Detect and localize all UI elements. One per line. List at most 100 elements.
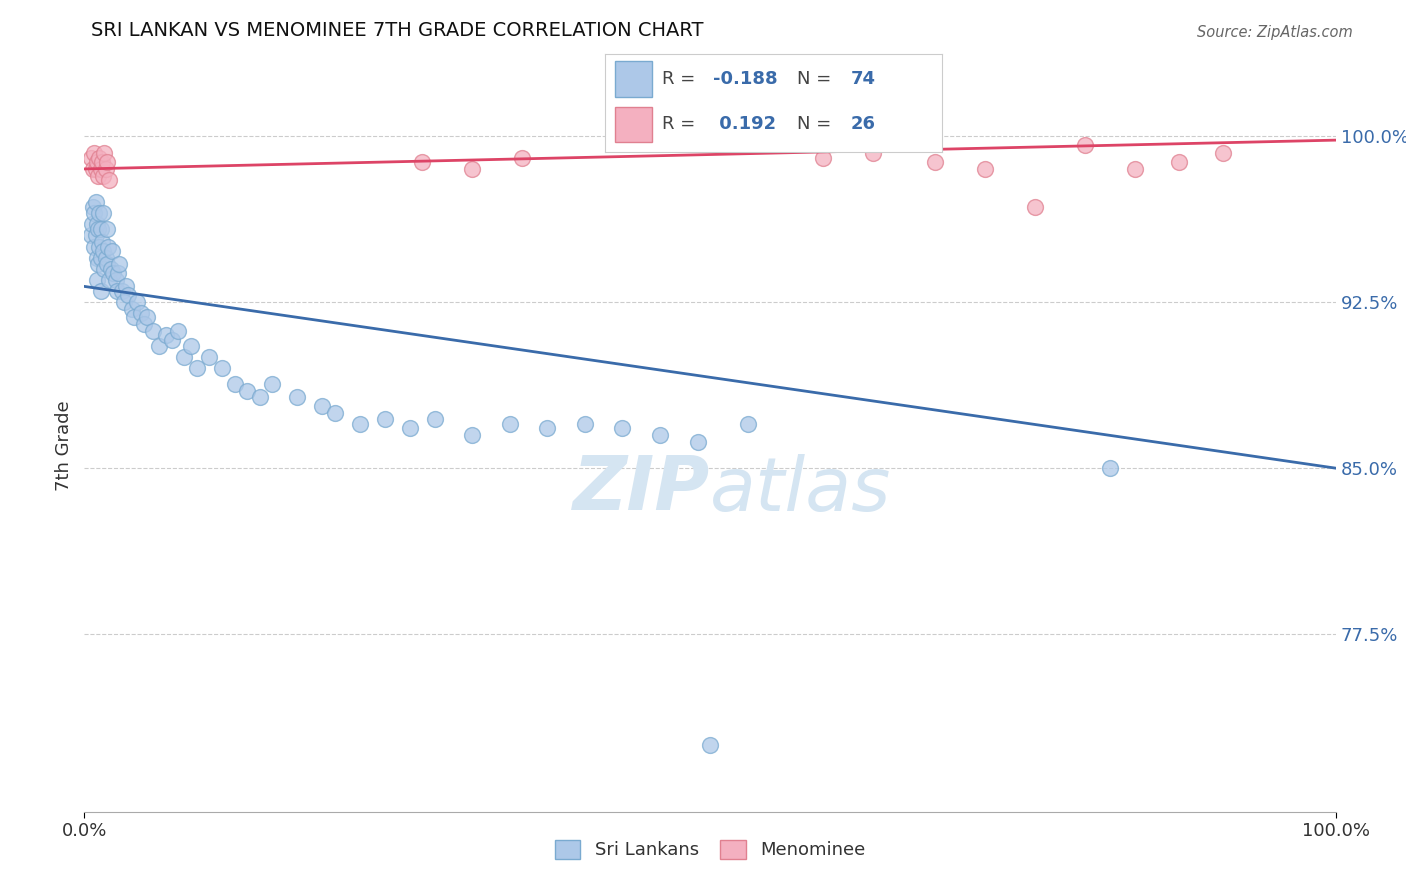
Legend: Sri Lankans, Menominee: Sri Lankans, Menominee [546,831,875,869]
Point [686,434,709,449]
Point [811,151,834,165]
Point [94,251,117,265]
Point [108,257,131,271]
Point [136,310,159,325]
Point [86,218,108,232]
Point [1074,137,1097,152]
Point [89,239,111,253]
Point [311,399,333,413]
Text: 74: 74 [851,70,876,88]
Point [262,376,284,391]
Point [1212,146,1234,161]
Point [411,155,433,169]
Point [96,257,118,271]
Text: 0.192: 0.192 [713,115,776,133]
Point [97,239,120,253]
Point [105,284,128,298]
Text: -0.188: -0.188 [713,70,778,88]
Text: R =: R = [662,115,702,133]
Point [84,228,107,243]
Point [79,151,101,165]
Point [96,155,118,169]
Point [148,339,170,353]
Point [180,339,202,353]
Point [862,146,884,161]
Point [167,324,190,338]
Point [90,221,112,235]
Point [90,251,112,265]
Point [173,351,195,365]
Point [211,361,233,376]
Text: N =: N = [797,70,837,88]
Point [1125,161,1147,176]
Point [374,412,396,426]
Text: Source: ZipAtlas.com: Source: ZipAtlas.com [1197,25,1353,40]
Point [499,417,522,431]
Point [90,284,112,298]
Point [89,151,111,165]
Point [249,390,271,404]
Point [91,244,114,258]
Point [134,317,156,331]
Point [87,169,110,183]
Point [129,306,152,320]
Point [82,161,104,176]
Point [121,301,143,316]
Point [84,161,107,176]
Point [285,390,308,404]
Point [107,266,129,280]
Point [84,195,107,210]
Text: N =: N = [797,115,837,133]
Point [83,239,105,253]
Point [924,155,946,169]
Point [101,244,124,258]
Point [648,428,671,442]
Point [349,417,371,431]
Point [86,273,108,287]
Point [1099,461,1122,475]
Point [91,206,114,220]
Point [398,421,420,435]
Point [91,169,114,183]
Point [93,146,115,161]
Point [98,273,121,287]
Point [186,361,208,376]
Point [93,261,115,276]
Point [82,200,104,214]
Point [461,428,484,442]
Point [461,161,484,176]
Point [160,333,183,347]
Point [142,324,165,338]
FancyBboxPatch shape [614,106,652,142]
Point [512,151,534,165]
Text: ZIP: ZIP [572,453,710,526]
Text: SRI LANKAN VS MENOMINEE 7TH GRADE CORRELATION CHART: SRI LANKAN VS MENOMINEE 7TH GRADE CORREL… [91,21,704,40]
Point [90,235,112,249]
Point [83,206,105,220]
Point [112,294,135,309]
Point [80,218,103,232]
Point [612,421,634,435]
Point [574,417,596,431]
Text: R =: R = [662,70,702,88]
Point [124,310,146,325]
Point [236,384,259,398]
Point [117,288,139,302]
Point [87,257,110,271]
Point [87,221,110,235]
Point [699,738,721,752]
Point [114,279,136,293]
Point [94,161,117,176]
Point [1024,200,1046,214]
Point [90,155,112,169]
Point [98,173,121,187]
Point [90,161,112,176]
Point [198,351,221,365]
Point [536,421,558,435]
Point [737,417,759,431]
Point [155,328,177,343]
Point [1168,155,1191,169]
Point [86,155,108,169]
Point [125,294,148,309]
Point [89,206,111,220]
